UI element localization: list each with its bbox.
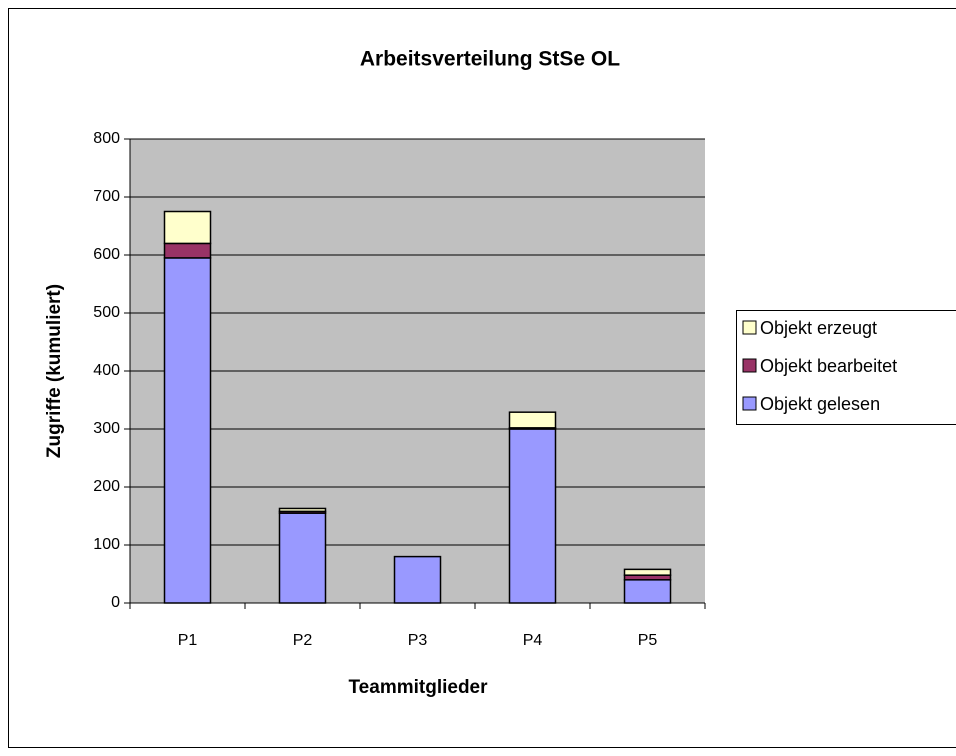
y-tick-label: 800 (93, 130, 120, 147)
y-tick-label: 0 (111, 594, 120, 611)
legend-swatch (742, 320, 757, 335)
chart-title: Arbeitsverteilung StSe OL (360, 48, 620, 71)
bar-segment (163, 210, 212, 245)
legend-label: Objekt erzeugt (760, 318, 877, 338)
x-tick-label: P5 (638, 632, 658, 649)
y-tick-label: 600 (93, 246, 120, 263)
y-tick-label: 200 (93, 478, 120, 495)
bar-segment (163, 242, 212, 259)
x-tick-label: P2 (293, 632, 313, 649)
bar-segment (163, 257, 212, 604)
bar-segment (508, 428, 557, 604)
legend-label: Objekt bearbeitet (760, 356, 897, 376)
y-tick-label: 500 (93, 304, 120, 321)
y-tick-label: 700 (93, 188, 120, 205)
x-axis-label: Teammitglieder (348, 677, 488, 698)
legend-swatch (742, 358, 757, 373)
bar-segment (278, 507, 327, 513)
bar-segment (508, 411, 557, 429)
y-tick-label: 100 (93, 536, 120, 553)
bar-segment (278, 512, 327, 604)
x-tick-label: P4 (523, 632, 543, 649)
y-axis-label: Zugriffe (kumuliert) (44, 284, 65, 458)
legend-label: Objekt gelesen (760, 394, 880, 414)
bar-segment (623, 568, 672, 576)
y-tick-label: 400 (93, 362, 120, 379)
bar-segment (393, 555, 442, 604)
x-tick-label: P3 (408, 632, 428, 649)
y-tick-label: 300 (93, 420, 120, 437)
legend-swatch (742, 396, 757, 411)
x-tick-label: P1 (178, 632, 198, 649)
legend (736, 310, 956, 425)
bar-segment (623, 579, 672, 604)
